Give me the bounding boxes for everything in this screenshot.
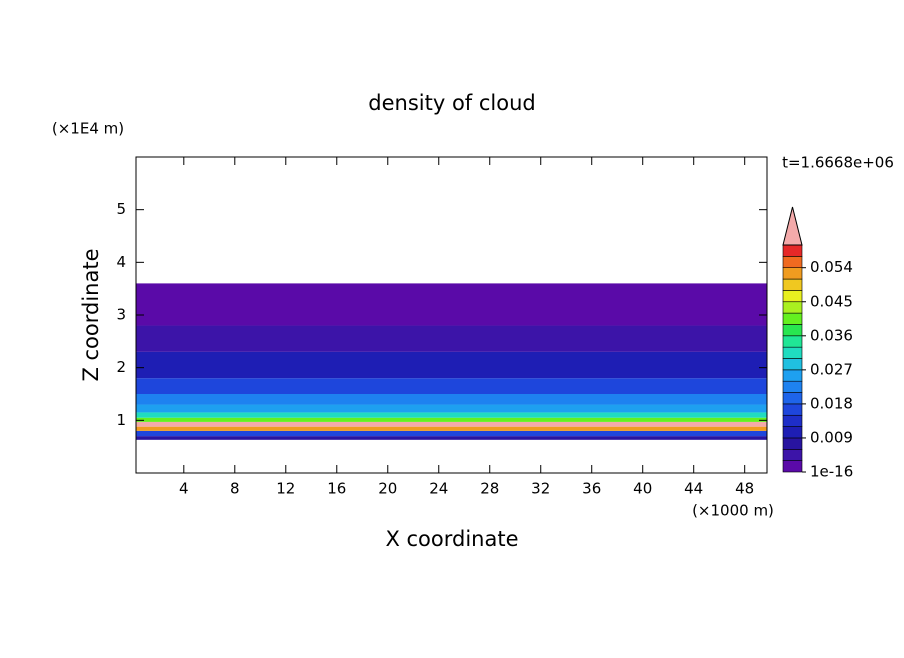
colorbar-box — [782, 369, 803, 382]
density-layer — [136, 421, 767, 427]
colorbar-box — [782, 278, 803, 291]
x-tick-label: 20 — [378, 480, 397, 498]
x-tick-label: 32 — [531, 480, 550, 498]
colorbar-box — [782, 324, 803, 337]
colorbar-label: 0.036 — [810, 326, 853, 344]
colorbar-box — [782, 380, 803, 393]
density-layer — [136, 436, 767, 440]
colorbar-box — [782, 267, 803, 280]
x-tick-label: 16 — [327, 480, 346, 498]
y-unit: (×1E4 m) — [52, 120, 124, 138]
colorbar-label: 0.045 — [810, 292, 853, 310]
colorbar-box — [782, 392, 803, 405]
colorbar-label: 0.054 — [810, 258, 853, 276]
colorbar-box — [782, 335, 803, 348]
density-layer — [136, 430, 767, 437]
time-label: t=1.6668e+06 — [782, 154, 894, 172]
y-tick-label: 4 — [116, 253, 126, 271]
colorbar-box — [782, 346, 803, 359]
x-tick-label: 28 — [480, 480, 499, 498]
density-layer — [136, 426, 767, 431]
colorbar-label: 0.018 — [810, 394, 853, 412]
x-tick-label: 36 — [582, 480, 601, 498]
chart-title: density of cloud — [368, 91, 535, 115]
colorbar-label: 1e-16 — [810, 463, 853, 481]
colorbar-box — [782, 460, 803, 473]
y-tick-label: 2 — [116, 358, 126, 376]
colorbar-box — [782, 256, 803, 269]
colorbar-box — [782, 244, 803, 257]
density-layer — [136, 378, 767, 394]
colorbar-overflow — [782, 206, 803, 246]
x-tick-label: 40 — [633, 480, 652, 498]
colorbar-box — [782, 437, 803, 450]
y-tick-label: 1 — [116, 411, 126, 429]
x-tick-label: 4 — [179, 480, 189, 498]
colorbar-label: 0.027 — [810, 360, 853, 378]
density-layer — [136, 325, 767, 352]
colorbar-box — [782, 312, 803, 325]
colorbar-box — [782, 290, 803, 303]
colorbar-box — [782, 358, 803, 371]
x-unit: (×1000 m) — [692, 502, 774, 520]
density-layer — [136, 417, 767, 422]
colorbar-box — [782, 414, 803, 427]
x-axis-label: X coordinate — [385, 527, 518, 551]
y-tick-label: 5 — [116, 200, 126, 218]
density-layer — [136, 351, 767, 379]
x-tick-label: 44 — [684, 480, 703, 498]
colorbar-box — [782, 448, 803, 461]
x-tick-label: 24 — [429, 480, 448, 498]
density-layer — [136, 394, 767, 405]
y-axis-label: Z coordinate — [79, 248, 103, 381]
colorbar-box — [782, 426, 803, 439]
density-layer — [136, 283, 767, 326]
density-layer — [136, 404, 767, 413]
density-layer — [136, 412, 767, 418]
y-tick-label: 3 — [116, 306, 126, 324]
colorbar-box — [782, 301, 803, 314]
x-tick-label: 48 — [735, 480, 754, 498]
colorbar-label: 0.009 — [810, 428, 853, 446]
x-tick-label: 12 — [276, 480, 295, 498]
colorbar-box — [782, 403, 803, 416]
x-tick-label: 8 — [230, 480, 240, 498]
